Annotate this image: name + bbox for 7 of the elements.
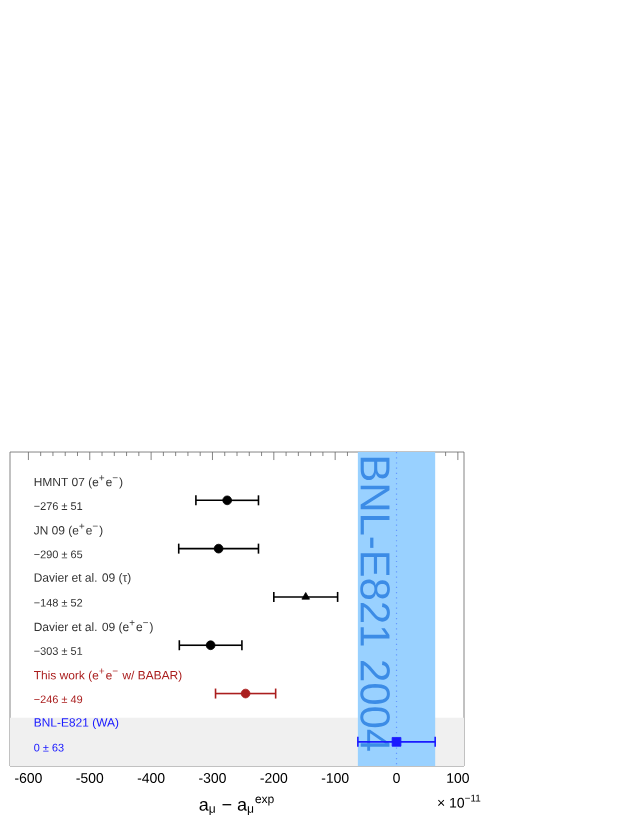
annotation: BNL-E821 2004 bbox=[360, 457, 390, 751]
point bbox=[222, 495, 232, 506]
point bbox=[213, 543, 224, 554]
point bbox=[205, 640, 216, 651]
point bbox=[301, 592, 310, 600]
point bbox=[391, 737, 402, 747]
point bbox=[240, 688, 251, 699]
